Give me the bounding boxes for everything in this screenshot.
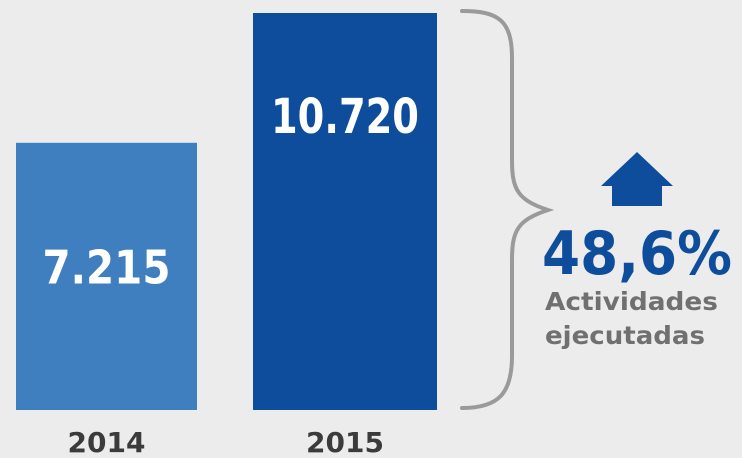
bar-value-label-2015: 10.720: [271, 89, 419, 145]
category-label-2015: 2015: [306, 426, 384, 458]
change-percentage: 48,6%: [542, 219, 732, 289]
up-arrow-icon: [601, 152, 673, 206]
bars-layer: 7.215 2014 10.720 2015: [16, 13, 437, 458]
category-label-2014: 2014: [68, 426, 146, 458]
summary-caption-line-2: ejecutadas: [545, 321, 705, 350]
brace-connector: [460, 9, 555, 410]
summary-caption-line-1: Actividades: [545, 287, 718, 316]
bar-value-label-2014: 7.215: [43, 240, 171, 294]
bar-2015: [253, 13, 437, 410]
bar-2014: [16, 142, 197, 410]
